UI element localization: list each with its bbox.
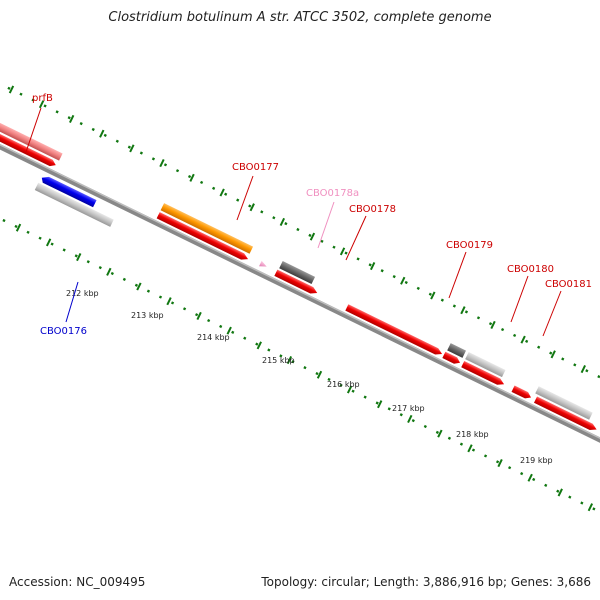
- major-tick: [400, 276, 406, 285]
- tick-label: 214 kbp: [197, 333, 230, 342]
- major-tick: [219, 188, 225, 197]
- major-tick: [286, 356, 293, 365]
- gene-label-CBO0177[interactable]: CBO0177: [232, 162, 279, 173]
- major-tick: [129, 144, 135, 153]
- major-tick: [369, 262, 376, 271]
- gene-CBO0180a-cds[interactable]: [442, 351, 461, 366]
- major-tick: [550, 350, 556, 359]
- genome-stats-text: Topology: circular; Length: 3,886,916 bp…: [261, 575, 591, 589]
- gene-prfB[interactable]: [0, 116, 63, 161]
- gene-prfB-cds[interactable]: [0, 125, 57, 168]
- major-tick: [45, 238, 52, 247]
- major-tick: [520, 335, 526, 344]
- tick-label: 216 kbp: [327, 380, 360, 389]
- major-tick: [196, 311, 202, 320]
- major-tick: [527, 473, 533, 482]
- gene-labels: prfB CBO0177 CBO0178a CBO0178 CBO0179 CB…: [25, 93, 592, 337]
- gene-label-CBO0180[interactable]: CBO0180: [507, 264, 554, 275]
- major-tick: [346, 385, 353, 394]
- gene-CBO0176-cds[interactable]: [40, 174, 97, 208]
- gene-next-cds[interactable]: [533, 396, 598, 433]
- major-tick: [407, 414, 413, 423]
- map-title: Clostridium botulinum A str. ATCC 3502, …: [108, 10, 492, 25]
- major-tick: [309, 232, 316, 241]
- gene-label-CBO0176[interactable]: CBO0176: [40, 326, 87, 337]
- major-tick: [136, 282, 142, 291]
- gene-label-prfB[interactable]: prfB: [32, 93, 53, 104]
- major-tick: [99, 129, 105, 138]
- track: [0, 57, 600, 538]
- major-tick: [226, 326, 232, 335]
- major-tick: [377, 400, 383, 409]
- major-tick: [166, 297, 172, 306]
- CBO0178a-leader: [317, 201, 335, 249]
- gene-label-CBO0178a[interactable]: CBO0178a: [306, 188, 359, 199]
- gene-CBO0180-cds[interactable]: [461, 360, 505, 387]
- major-tick: [159, 159, 165, 168]
- accession-text: Accession: NC_009495: [9, 575, 146, 589]
- major-tick: [460, 306, 466, 315]
- gene-CBO0179-cds[interactable]: [345, 304, 443, 357]
- gene-label-CBO0178[interactable]: CBO0178: [349, 204, 396, 215]
- major-tick: [8, 85, 15, 94]
- major-tick: [316, 370, 323, 379]
- tick-labels: 212 kbp 213 kbp 214 kbp 215 kbp 216 kbp …: [66, 289, 553, 465]
- major-ticks: [8, 85, 594, 512]
- gene-label-CBO0181[interactable]: CBO0181: [545, 279, 592, 290]
- prfB-leader: [25, 107, 42, 153]
- major-tick: [490, 320, 496, 329]
- genome-backbone: [0, 106, 600, 481]
- major-tick: [437, 429, 443, 438]
- tick-label: 219 kbp: [520, 456, 553, 465]
- gene-CBO0176[interactable]: [34, 182, 114, 227]
- gene-CBO0178-cds[interactable]: [274, 269, 318, 296]
- CBO0181-leader: [542, 290, 562, 337]
- tick-label: 215 kbp: [262, 356, 295, 365]
- major-tick: [69, 114, 75, 123]
- gene-CBO0178[interactable]: [279, 261, 316, 285]
- major-tick: [256, 341, 262, 350]
- tick-label: 212 kbp: [66, 289, 99, 298]
- major-tick: [106, 267, 112, 276]
- major-tick: [189, 173, 195, 182]
- gene-CBO0181-cds[interactable]: [511, 385, 533, 401]
- major-tick: [587, 503, 594, 512]
- CBO0177-leader: [236, 175, 254, 221]
- CBO0179-leader: [448, 251, 467, 299]
- gene-CBO0178a[interactable]: [259, 260, 268, 269]
- gene-CBO0177[interactable]: [160, 203, 254, 254]
- tick-label: 218 kbp: [456, 430, 489, 439]
- major-tick: [15, 223, 22, 232]
- major-tick: [76, 253, 82, 262]
- tick-label: 213 kbp: [131, 311, 164, 320]
- major-tick: [339, 247, 346, 256]
- major-tick: [557, 488, 563, 497]
- major-tick: [279, 217, 286, 226]
- CBO0176-leader: [65, 281, 79, 323]
- gene-CBO0177-cds[interactable]: [156, 212, 250, 262]
- CBO0178-leader: [345, 215, 367, 261]
- major-tick: [249, 203, 255, 212]
- major-tick: [430, 291, 436, 300]
- major-tick: [38, 100, 45, 109]
- major-tick: [467, 444, 473, 453]
- major-tick: [497, 459, 503, 468]
- inner-tick-ring: [0, 165, 600, 538]
- gene-CBO0180[interactable]: [465, 351, 506, 378]
- gene-CBO0181[interactable]: [535, 386, 593, 420]
- outer-tick-ring: [0, 57, 600, 429]
- major-tick: [580, 365, 586, 374]
- CBO0180-leader: [510, 275, 529, 323]
- gene-CBO0180-pseudo[interactable]: [447, 343, 466, 358]
- gene-label-CBO0179[interactable]: CBO0179: [446, 240, 493, 251]
- tick-label: 217 kbp: [392, 404, 425, 413]
